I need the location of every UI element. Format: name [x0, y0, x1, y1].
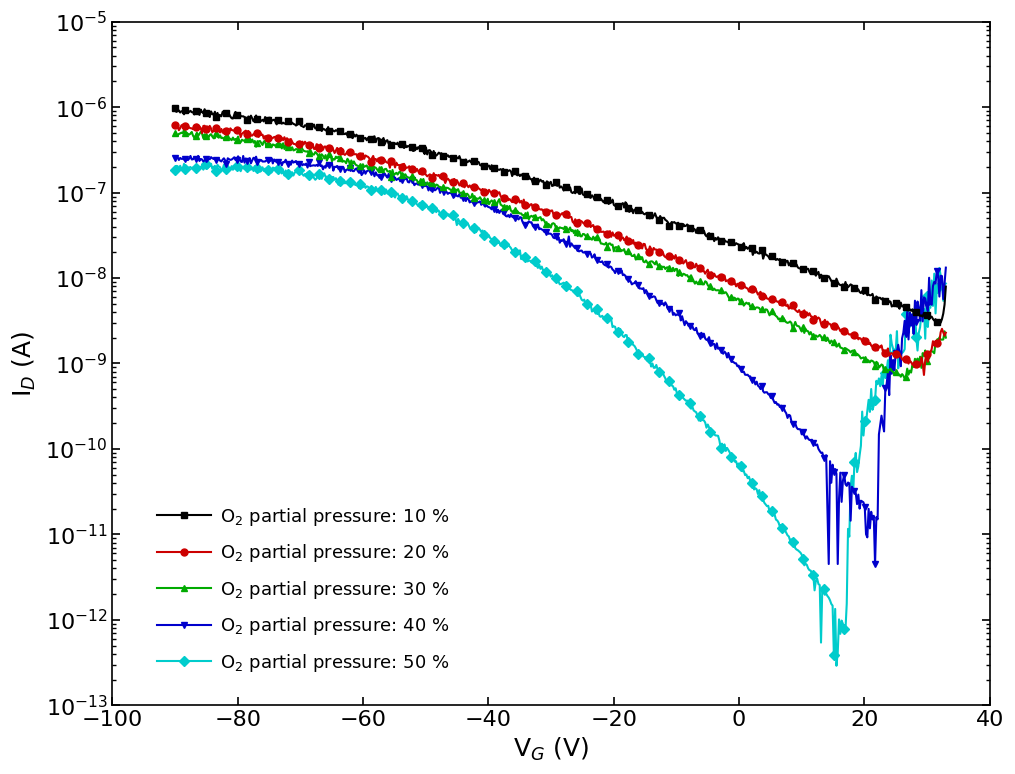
O$_2$ partial pressure: 10 %: (-7.86, 3.84e-08): 10 %: (-7.86, 3.84e-08) [684, 224, 696, 233]
O$_2$ partial pressure: 30 %: (-34.1, 5.47e-08): 30 %: (-34.1, 5.47e-08) [519, 211, 531, 220]
O$_2$ partial pressure: 10 %: (-34.4, 1.66e-07): 10 %: (-34.4, 1.66e-07) [518, 170, 530, 179]
O$_2$ partial pressure: 20 %: (29.5, 7.34e-10): 20 %: (29.5, 7.34e-10) [918, 370, 930, 379]
O$_2$ partial pressure: 30 %: (-17.3, 1.93e-08): 30 %: (-17.3, 1.93e-08) [624, 249, 636, 259]
O$_2$ partial pressure: 20 %: (-68.2, 3.64e-07): 20 %: (-68.2, 3.64e-07) [306, 140, 318, 149]
O$_2$ partial pressure: 50 %: (2.81, 3.36e-11): 50 %: (2.81, 3.36e-11) [750, 485, 762, 494]
O$_2$ partial pressure: 40 %: (-90, 2.57e-07): 40 %: (-90, 2.57e-07) [168, 153, 181, 163]
O$_2$ partial pressure: 50 %: (15.5, 2.9e-13): 50 %: (15.5, 2.9e-13) [830, 661, 842, 670]
Line: O$_2$ partial pressure: 40 %: O$_2$ partial pressure: 40 % [172, 152, 949, 567]
O$_2$ partial pressure: 20 %: (33, 2.29e-09): 20 %: (33, 2.29e-09) [940, 328, 952, 337]
O$_2$ partial pressure: 30 %: (2.81, 4.53e-09): 30 %: (2.81, 4.53e-09) [750, 303, 762, 312]
O$_2$ partial pressure: 30 %: (-7.66, 1.08e-08): 30 %: (-7.66, 1.08e-08) [685, 271, 697, 280]
Legend: O$_2$ partial pressure: 10 %, O$_2$ partial pressure: 20 %, O$_2$ partial pressu: O$_2$ partial pressure: 10 %, O$_2$ part… [148, 497, 458, 683]
O$_2$ partial pressure: 40 %: (-7.66, 2.7e-09): 40 %: (-7.66, 2.7e-09) [685, 322, 697, 331]
O$_2$ partial pressure: 40 %: (-86.3, 2.69e-07): 40 %: (-86.3, 2.69e-07) [192, 151, 204, 160]
O$_2$ partial pressure: 30 %: (-90, 4.93e-07): 30 %: (-90, 4.93e-07) [168, 128, 181, 138]
O$_2$ partial pressure: 40 %: (-34.1, 4.14e-08): 40 %: (-34.1, 4.14e-08) [519, 221, 531, 230]
O$_2$ partial pressure: 40 %: (14.3, 4.5e-12): 40 %: (14.3, 4.5e-12) [822, 560, 834, 569]
O$_2$ partial pressure: 50 %: (-58.2, 1.09e-07): 50 %: (-58.2, 1.09e-07) [368, 185, 381, 194]
Line: O$_2$ partial pressure: 30 %: O$_2$ partial pressure: 30 % [172, 126, 949, 382]
O$_2$ partial pressure: 10 %: (2.61, 1.98e-08): 10 %: (2.61, 1.98e-08) [749, 248, 761, 258]
O$_2$ partial pressure: 10 %: (32, 2.91e-09): 10 %: (32, 2.91e-09) [934, 319, 946, 328]
Line: O$_2$ partial pressure: 10 %: O$_2$ partial pressure: 10 % [172, 104, 949, 327]
O$_2$ partial pressure: 50 %: (33, 8.63e-09): 50 %: (33, 8.63e-09) [940, 279, 952, 288]
O$_2$ partial pressure: 50 %: (-68, 1.59e-07): 50 %: (-68, 1.59e-07) [307, 171, 319, 180]
O$_2$ partial pressure: 40 %: (-17.3, 9.15e-09): 40 %: (-17.3, 9.15e-09) [624, 276, 636, 286]
O$_2$ partial pressure: 30 %: (-58.2, 1.98e-07): 30 %: (-58.2, 1.98e-07) [368, 163, 381, 172]
O$_2$ partial pressure: 20 %: (-17.5, 2.77e-08): 20 %: (-17.5, 2.77e-08) [623, 235, 635, 245]
O$_2$ partial pressure: 10 %: (-17.5, 5.94e-08): 10 %: (-17.5, 5.94e-08) [623, 207, 635, 217]
O$_2$ partial pressure: 50 %: (-17.3, 1.7e-09): 50 %: (-17.3, 1.7e-09) [624, 339, 636, 348]
Line: O$_2$ partial pressure: 20 %: O$_2$ partial pressure: 20 % [172, 121, 949, 378]
O$_2$ partial pressure: 30 %: (-88.6, 5.44e-07): 30 %: (-88.6, 5.44e-07) [178, 125, 190, 135]
O$_2$ partial pressure: 20 %: (-34.4, 8.27e-08): 20 %: (-34.4, 8.27e-08) [518, 195, 530, 204]
O$_2$ partial pressure: 10 %: (-68.2, 6.25e-07): 10 %: (-68.2, 6.25e-07) [306, 120, 318, 129]
Line: O$_2$ partial pressure: 50 %: O$_2$ partial pressure: 50 % [172, 160, 949, 670]
O$_2$ partial pressure: 10 %: (-90, 9.73e-07): 10 %: (-90, 9.73e-07) [168, 104, 181, 113]
O$_2$ partial pressure: 30 %: (33, 2.01e-09): 30 %: (33, 2.01e-09) [940, 333, 952, 342]
O$_2$ partial pressure: 50 %: (-7.66, 2.96e-10): 50 %: (-7.66, 2.96e-10) [685, 404, 697, 413]
Y-axis label: I$_D$ (A): I$_D$ (A) [11, 330, 39, 396]
O$_2$ partial pressure: 40 %: (-58.2, 1.55e-07): 40 %: (-58.2, 1.55e-07) [368, 172, 381, 181]
O$_2$ partial pressure: 20 %: (-58.4, 2.68e-07): 20 %: (-58.4, 2.68e-07) [367, 152, 380, 161]
O$_2$ partial pressure: 30 %: (26.4, 6.66e-10): 30 %: (26.4, 6.66e-10) [898, 374, 910, 383]
O$_2$ partial pressure: 50 %: (-85.1, 2.18e-07): 50 %: (-85.1, 2.18e-07) [200, 159, 212, 169]
O$_2$ partial pressure: 20 %: (-7.86, 1.43e-08): 20 %: (-7.86, 1.43e-08) [684, 260, 696, 269]
O$_2$ partial pressure: 10 %: (-58.4, 4.46e-07): 10 %: (-58.4, 4.46e-07) [367, 132, 380, 142]
O$_2$ partial pressure: 40 %: (2.81, 6.13e-10): 40 %: (2.81, 6.13e-10) [750, 377, 762, 386]
O$_2$ partial pressure: 50 %: (-34.1, 1.78e-08): 50 %: (-34.1, 1.78e-08) [519, 252, 531, 262]
O$_2$ partial pressure: 40 %: (-68, 2.08e-07): 40 %: (-68, 2.08e-07) [307, 161, 319, 170]
O$_2$ partial pressure: 50 %: (-90, 1.85e-07): 50 %: (-90, 1.85e-07) [168, 165, 181, 174]
O$_2$ partial pressure: 30 %: (-68, 2.79e-07): 30 %: (-68, 2.79e-07) [307, 150, 319, 159]
O$_2$ partial pressure: 20 %: (-90, 6.25e-07): 20 %: (-90, 6.25e-07) [168, 120, 181, 129]
X-axis label: V$_G$ (V): V$_G$ (V) [513, 736, 589, 763]
O$_2$ partial pressure: 10 %: (33, 7.95e-09): 10 %: (33, 7.95e-09) [940, 282, 952, 291]
O$_2$ partial pressure: 40 %: (33, 1.32e-08): 40 %: (33, 1.32e-08) [940, 263, 952, 272]
O$_2$ partial pressure: 20 %: (2.61, 7.55e-09): 20 %: (2.61, 7.55e-09) [749, 284, 761, 293]
